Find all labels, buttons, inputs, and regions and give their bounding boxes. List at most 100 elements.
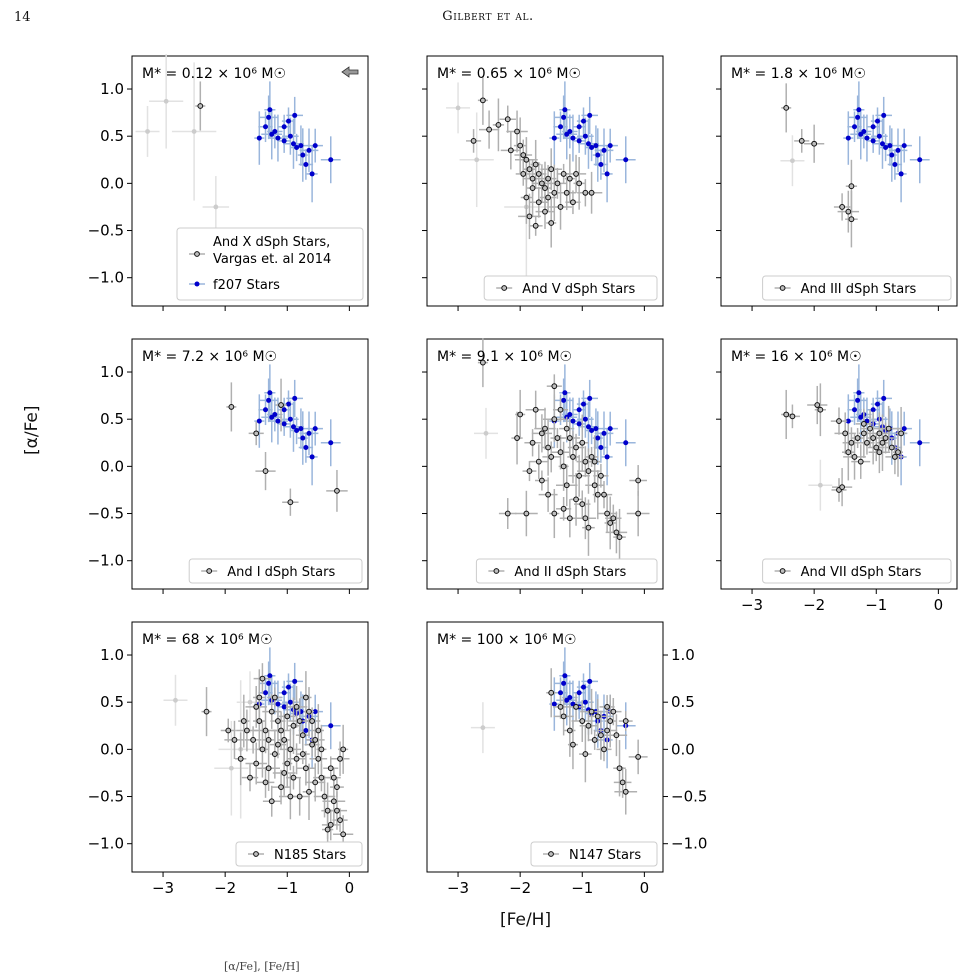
dsph-point xyxy=(302,765,309,772)
x-tick-label: 0 xyxy=(934,596,944,614)
dsph-point xyxy=(635,477,642,484)
dsph-point xyxy=(570,741,576,748)
dsph-point xyxy=(538,477,545,484)
dsph-point xyxy=(783,411,790,418)
dsph-point xyxy=(330,798,337,805)
x-tick-label: −3 xyxy=(741,596,763,614)
y-tick-label: 1.0 xyxy=(100,80,124,98)
dsph-point xyxy=(610,515,617,522)
dsph-point xyxy=(588,189,595,196)
dsph-point xyxy=(542,425,548,432)
dsph-point xyxy=(265,765,272,772)
legend-label: And VII dSph Stars xyxy=(801,565,922,580)
f207-point xyxy=(303,161,309,167)
y-tick-label: −0.5 xyxy=(88,222,124,240)
f207-point xyxy=(889,152,895,158)
legend-marker xyxy=(779,285,786,291)
legend-marker xyxy=(194,281,200,287)
f207-point xyxy=(275,418,281,424)
dsph-point xyxy=(882,435,889,441)
dsph-point xyxy=(585,468,592,474)
dsph-point xyxy=(479,97,486,104)
dsph-point xyxy=(542,185,548,191)
dsph-point xyxy=(535,199,542,206)
f207-point xyxy=(564,697,570,703)
dsph-point xyxy=(532,161,539,168)
f207-point xyxy=(281,421,287,427)
f207-point xyxy=(312,426,318,432)
dsph-point xyxy=(879,439,886,446)
legend-label: Vargas et. al 2014 xyxy=(213,252,331,267)
legend-label: And V dSph Stars xyxy=(522,282,635,297)
f207-point xyxy=(852,124,858,130)
y-tick-label: 0.0 xyxy=(671,740,695,758)
dsph-point xyxy=(573,444,579,451)
dsph-point xyxy=(870,435,877,441)
dsph-point xyxy=(573,704,579,710)
y-tick-label: 0.0 xyxy=(100,457,124,475)
y-tick-label: 1.0 xyxy=(671,646,695,664)
faint-point xyxy=(213,204,219,210)
f207-point xyxy=(312,143,318,149)
f207-point xyxy=(595,435,601,441)
dsph-point xyxy=(891,454,898,460)
f207-point xyxy=(263,124,269,130)
dsph-point xyxy=(256,694,263,701)
dsph-point xyxy=(334,807,340,814)
dsph-point xyxy=(293,704,300,710)
f207-point xyxy=(593,426,599,432)
x-tick-label: −1 xyxy=(276,879,298,897)
dsph-point xyxy=(579,439,586,446)
dsph-point xyxy=(526,213,533,220)
panel-frame xyxy=(426,621,664,873)
dsph-point xyxy=(287,793,294,800)
f207-point xyxy=(551,701,557,707)
dsph-point xyxy=(817,406,824,413)
f207-point xyxy=(263,690,269,696)
dsph-point xyxy=(535,171,542,177)
f207-point xyxy=(587,395,593,401)
panel-frame xyxy=(131,338,369,590)
dsph-point xyxy=(259,746,266,753)
y-tick-label: 1.0 xyxy=(100,363,124,381)
f207-point xyxy=(328,723,334,729)
f207-point xyxy=(562,673,568,679)
dsph-point xyxy=(551,510,558,517)
dsph-point xyxy=(281,737,288,743)
dsph-point xyxy=(486,126,493,133)
dsph-point xyxy=(582,751,589,757)
dsph-point xyxy=(538,430,545,437)
dsph-point xyxy=(265,737,272,743)
dsph-point xyxy=(309,741,316,748)
legend-marker xyxy=(194,251,200,257)
dsph-point xyxy=(312,779,319,786)
dsph-point xyxy=(566,515,573,522)
dsph-point xyxy=(237,755,244,762)
f207-point xyxy=(576,124,582,130)
dsph-point xyxy=(517,411,524,418)
dsph-point xyxy=(613,732,620,739)
mass-label: M* = 0.12 × 10⁶ M☉ xyxy=(142,66,286,82)
dsph-point xyxy=(281,770,288,776)
dsph-point xyxy=(579,501,586,507)
f207-point xyxy=(292,112,298,118)
f207-point xyxy=(585,424,591,430)
legend-box xyxy=(188,558,363,584)
f207-point xyxy=(870,124,876,130)
legend-marker xyxy=(206,568,213,574)
f207-point xyxy=(887,143,893,149)
caption-fragment: [α/Fe], [Fe/H] xyxy=(224,960,300,973)
dsph-point xyxy=(334,487,340,494)
running-head: Gilbert et al. xyxy=(442,9,534,24)
x-tick-label: 0 xyxy=(345,879,355,897)
dsph-point xyxy=(296,793,303,800)
f207-point xyxy=(298,426,304,432)
f207-point xyxy=(281,138,287,144)
f207-point xyxy=(604,171,610,177)
dsph-point xyxy=(253,430,260,437)
f207-point xyxy=(561,397,567,403)
faint-point xyxy=(191,129,197,134)
dsph-point xyxy=(268,798,275,805)
dsph-point xyxy=(557,704,564,710)
dsph-point xyxy=(579,718,586,724)
